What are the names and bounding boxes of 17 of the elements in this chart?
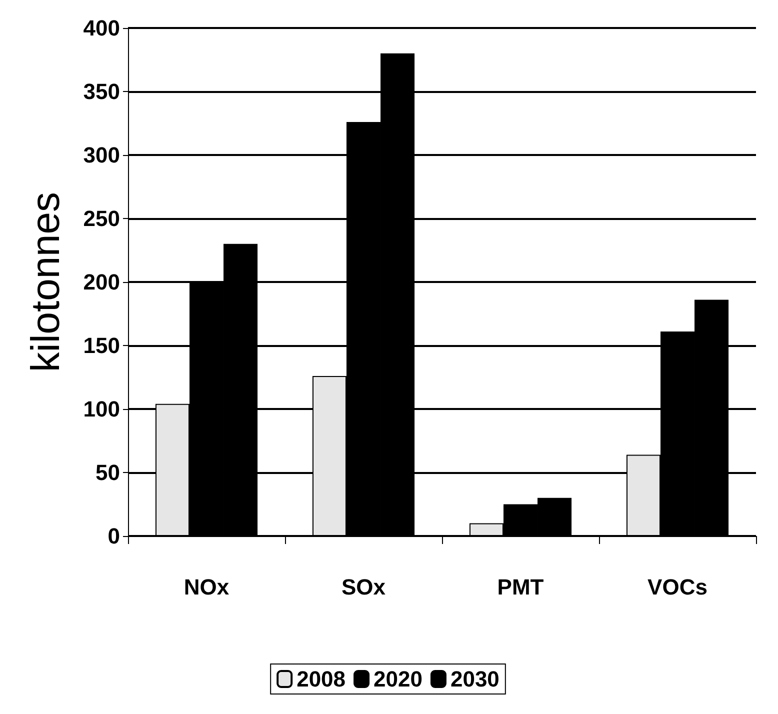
x-tick-label: VOCs — [648, 574, 708, 600]
legend-label: 2008 — [296, 666, 346, 692]
y-tick-label: 0 — [108, 524, 120, 548]
x-tick-label: PMT — [497, 574, 544, 600]
legend-label: 2030 — [450, 666, 500, 692]
y-tick-label: 100 — [83, 396, 120, 422]
y-tick-label: 150 — [83, 333, 120, 358]
y-tick-label: 250 — [83, 206, 120, 231]
y-tick-label: 200 — [83, 270, 120, 294]
y-tick-label: 350 — [83, 79, 120, 104]
y-tick-label: 300 — [83, 142, 120, 168]
legend-label: 2020 — [374, 666, 422, 692]
y-tick-label: 400 — [83, 16, 120, 40]
y-tick-label: 50 — [96, 460, 120, 485]
y-axis-title: kilotonnes — [24, 192, 68, 372]
x-tick-label: SOx — [341, 574, 386, 600]
x-tick-label: NOx — [184, 574, 230, 600]
